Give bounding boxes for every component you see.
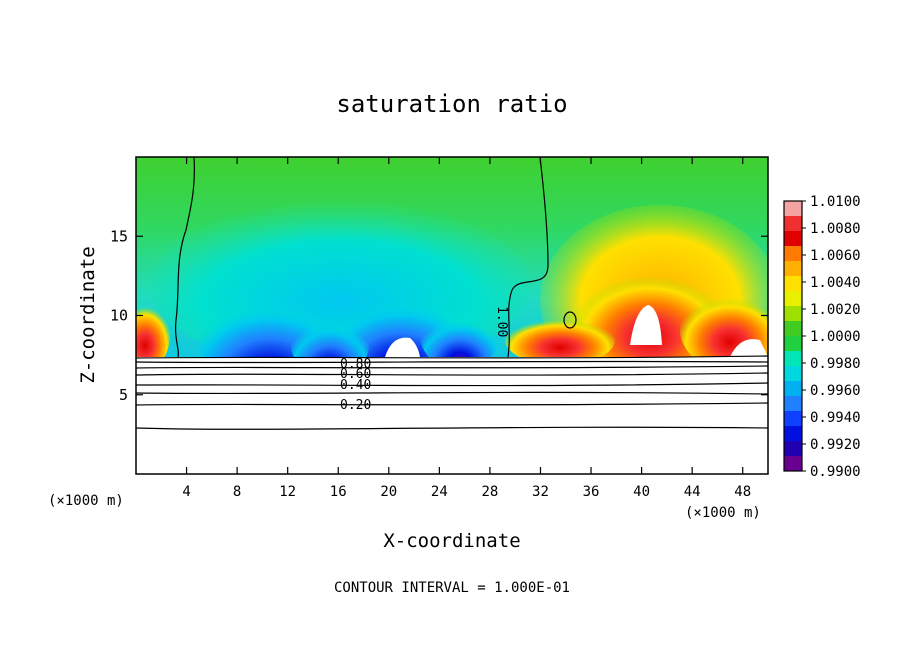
x-tick-label: 12 — [279, 484, 296, 500]
colorbar-swatch — [784, 411, 802, 427]
colorbar-swatch — [784, 216, 802, 232]
contour-label-020: 0.20 — [340, 398, 371, 413]
x-tick-label: 40 — [633, 484, 650, 500]
colorbar-swatch — [784, 276, 802, 292]
colorbar-label: 1.0000 — [810, 329, 861, 345]
x-tick-label: 28 — [481, 484, 498, 500]
x-tick-label: 8 — [233, 484, 241, 500]
contour-label-040: 0.40 — [340, 378, 371, 393]
x-tick-label: 20 — [380, 484, 397, 500]
colorbar-swatch — [784, 321, 802, 337]
x-axis-ticks: 4 8 12 16 20 24 28 32 36 40 44 48 — [182, 157, 751, 500]
colorbar-label: 0.9960 — [810, 383, 861, 399]
x-tick-label: 16 — [330, 484, 347, 500]
contour-label-060: 0.60 — [340, 367, 371, 382]
colorbar-swatch — [784, 366, 802, 382]
x-tick-label: 36 — [583, 484, 600, 500]
colorbar-label: 1.0100 — [810, 194, 861, 210]
contour-label-group: 0.80 0.60 0.40 0.20 1.00 — [340, 306, 509, 413]
contour-lines — [136, 157, 768, 430]
x-unit-label-right: (×1000 m) — [685, 505, 761, 521]
colorbar-swatch — [784, 291, 802, 307]
colorbar-swatch — [784, 351, 802, 367]
colorbar-swatch — [784, 456, 802, 472]
colorbar-label: 0.9920 — [810, 437, 861, 453]
y-tick-label: 5 — [119, 386, 128, 404]
chart-title: saturation ratio — [336, 90, 567, 118]
colorbar-label: 0.9900 — [810, 464, 861, 480]
colorbar-swatch — [784, 381, 802, 397]
colorbar-swatch — [784, 441, 802, 457]
colorbar-label: 0.9980 — [810, 356, 861, 372]
colorbar-swatch — [784, 336, 802, 352]
colorbar-label: 1.0040 — [810, 275, 861, 291]
y-axis-ticks: 5 10 15 — [110, 227, 768, 404]
y-tick-label: 15 — [110, 227, 128, 245]
x-axis-label: X-coordinate — [383, 530, 520, 552]
colorbar-labels: 1.0100 1.0080 1.0060 1.0040 1.0020 1.0000 0.99… — [802, 194, 861, 480]
colorbar-swatch — [784, 201, 802, 217]
colorbar-label: 1.0080 — [810, 221, 861, 237]
colorbar-swatch — [784, 261, 802, 277]
contour-label-080: 0.80 — [340, 357, 371, 372]
colorbar-swatch — [784, 246, 802, 262]
colorbar-swatch — [784, 231, 802, 247]
x-tick-label: 4 — [182, 484, 190, 500]
x-tick-label: 48 — [734, 484, 751, 500]
x-tick-label: 24 — [431, 484, 448, 500]
y-tick-label: 10 — [110, 307, 128, 325]
x-unit-label-left: (×1000 m) — [48, 493, 124, 509]
colorbar-label: 1.0020 — [810, 302, 861, 318]
x-tick-label: 44 — [684, 484, 701, 500]
colorbar-label: 1.0060 — [810, 248, 861, 264]
y-axis-label: Z-coordinate — [77, 246, 99, 383]
plot-area — [136, 157, 768, 474]
x-tick-label: 32 — [532, 484, 549, 500]
colorbar — [783, 200, 803, 472]
colorbar-label: 0.9940 — [810, 410, 861, 426]
colorbar-swatch — [784, 426, 802, 442]
colorbar-swatch — [784, 396, 802, 412]
contour-interval-note: CONTOUR INTERVAL = 1.000E-01 — [334, 580, 570, 596]
contour-label-100: 1.00 — [494, 306, 509, 337]
colorbar-swatch — [784, 306, 802, 322]
